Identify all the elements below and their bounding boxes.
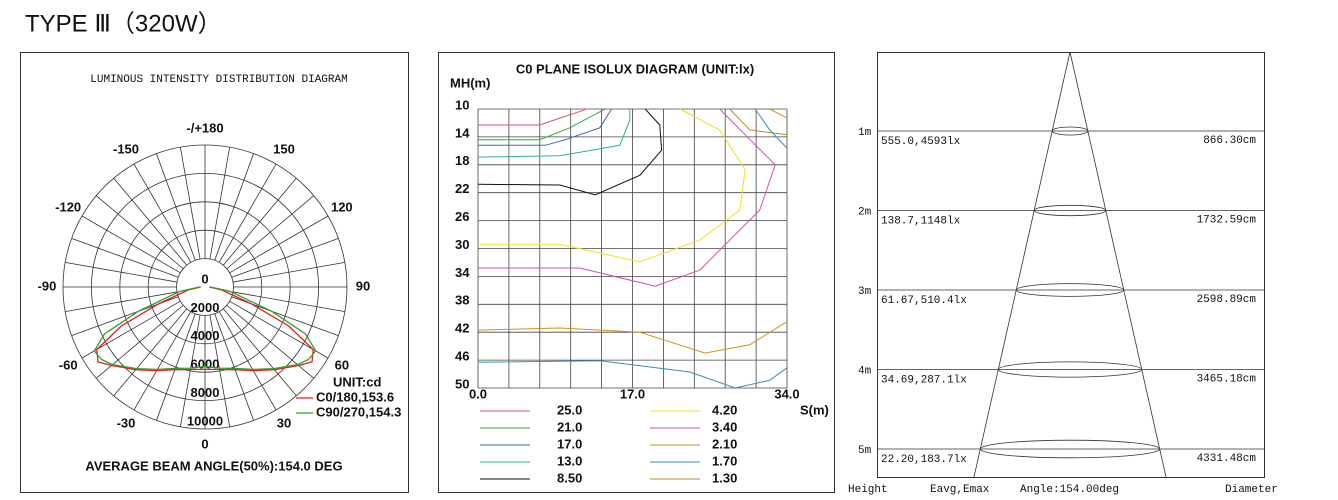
intensity-curve [96, 286, 314, 372]
x-tick-label: 34.0 [774, 386, 799, 401]
diameter-label: 2598.89cm [1197, 294, 1257, 306]
angle-label: -30 [117, 415, 136, 430]
isolux-line [478, 109, 586, 126]
column-header: Height [848, 484, 888, 496]
r-tick-label: 10000 [187, 413, 223, 428]
column-header: Diameter [1225, 484, 1278, 496]
illuminance-label: 34.69,287.1lx [881, 374, 967, 386]
isolux-line [478, 108, 746, 263]
intensity-curve [93, 286, 317, 371]
angle-label: -/+180 [186, 120, 223, 135]
legend-label: 1.70 [712, 453, 737, 468]
panel [438, 52, 835, 493]
y-tick-label: 26 [455, 209, 469, 224]
ring [147, 229, 263, 345]
angle-label: -120 [55, 199, 81, 214]
y-tick-label: 10 [455, 97, 469, 112]
unit-label: UNIT:cd [333, 374, 381, 389]
angle-label: -150 [113, 142, 139, 157]
illuminance-label: 22.20,183.7lx [881, 454, 967, 466]
beam-ellipse [1051, 126, 1089, 136]
column-header: Eavg,Emax [930, 484, 990, 496]
legend-label: 3.40 [712, 419, 737, 434]
y-tick-label: 46 [455, 349, 469, 364]
column-header: Angle:154.00deg [1020, 484, 1119, 496]
y-tick-label: 18 [455, 153, 469, 168]
ring [91, 172, 319, 401]
ring [176, 258, 234, 316]
height-label: 2m [858, 206, 872, 218]
illuminance-label: 138.7,1148lx [881, 215, 961, 227]
angle-label: 60 [335, 357, 349, 372]
legend-label: C0/180,153.6 [316, 389, 394, 404]
y-tick-label: 30 [455, 237, 469, 252]
beam-ellipse [1033, 204, 1107, 217]
beam-ellipse [1015, 283, 1125, 297]
angle-label: 30 [277, 415, 291, 430]
angle-label: 0 [201, 436, 208, 451]
diameter-label: 866.30cm [1203, 135, 1256, 147]
x-tick-label: 0.0 [469, 386, 487, 401]
page-title: TYPE Ⅲ（320W） [25, 10, 222, 37]
legend-label: 13.0 [557, 453, 582, 468]
diameter-label: 4331.48cm [1197, 453, 1257, 465]
cone-edge [1069, 51, 1167, 478]
y-tick-label: 14 [455, 125, 470, 140]
x-tick-label: 17.0 [620, 386, 645, 401]
panel [877, 52, 1265, 478]
height-label: 4m [858, 365, 872, 377]
isolux-line [477, 109, 631, 158]
beam-ellipse [979, 439, 1161, 459]
legend-label: 21.0 [557, 419, 582, 434]
legend-label: 25.0 [557, 402, 582, 417]
angle-label: 90 [356, 278, 370, 293]
y-tick-label: 22 [455, 181, 469, 196]
r-tick-label: 0 [201, 271, 208, 286]
y-axis-label: MH(m) [450, 75, 490, 90]
isolux-line [477, 108, 663, 196]
isolux-line [477, 108, 788, 354]
caption: AVERAGE BEAM ANGLE(50%):154.0 DEG [85, 458, 342, 473]
isolux-line [477, 108, 788, 389]
chart-title: LUMINOUS INTENSITY DISTRIBUTION DIAGRAM [90, 74, 347, 86]
angle-label: -60 [59, 357, 78, 372]
isolux-line [478, 108, 776, 287]
legend-label: 8.50 [557, 470, 582, 485]
height-label: 3m [858, 286, 872, 298]
y-tick-label: 38 [455, 293, 469, 308]
cone-edge [973, 51, 1071, 478]
panel [20, 52, 409, 493]
chart-title: C0 PLANE ISOLUX DIAGRAM (UNIT:lx) [516, 61, 754, 76]
height-label: 1m [858, 127, 872, 139]
legend-label: C90/270,154.3 [316, 404, 401, 419]
beam-ellipse [997, 361, 1143, 378]
legend-label: 4.20 [712, 402, 737, 417]
diameter-label: 1732.59cm [1197, 214, 1257, 226]
height-label: 5m [858, 445, 872, 457]
angle-label: 120 [331, 199, 353, 214]
legend-label: 1.30 [712, 470, 737, 485]
y-tick-label: 42 [455, 321, 469, 336]
ring [119, 201, 291, 373]
legend-label: 17.0 [557, 436, 582, 451]
y-tick-label: 50 [455, 376, 469, 391]
legend-label: 2.10 [712, 436, 737, 451]
illuminance-label: 555.0,4593lx [881, 136, 961, 148]
r-tick-label: 8000 [191, 385, 220, 400]
isolux-line [729, 108, 788, 136]
angle-label: 150 [273, 142, 295, 157]
isolux-line [478, 108, 606, 141]
x-axis-label: S(m) [800, 402, 829, 417]
y-tick-label: 34 [455, 265, 470, 280]
illuminance-label: 61.67,510.4lx [881, 295, 967, 307]
r-tick-label: 2000 [191, 300, 220, 315]
angle-label: -90 [38, 278, 57, 293]
ring [62, 144, 348, 430]
diameter-label: 3465.18cm [1197, 373, 1257, 385]
r-tick-label: 4000 [191, 328, 220, 343]
isolux-line [478, 108, 613, 146]
